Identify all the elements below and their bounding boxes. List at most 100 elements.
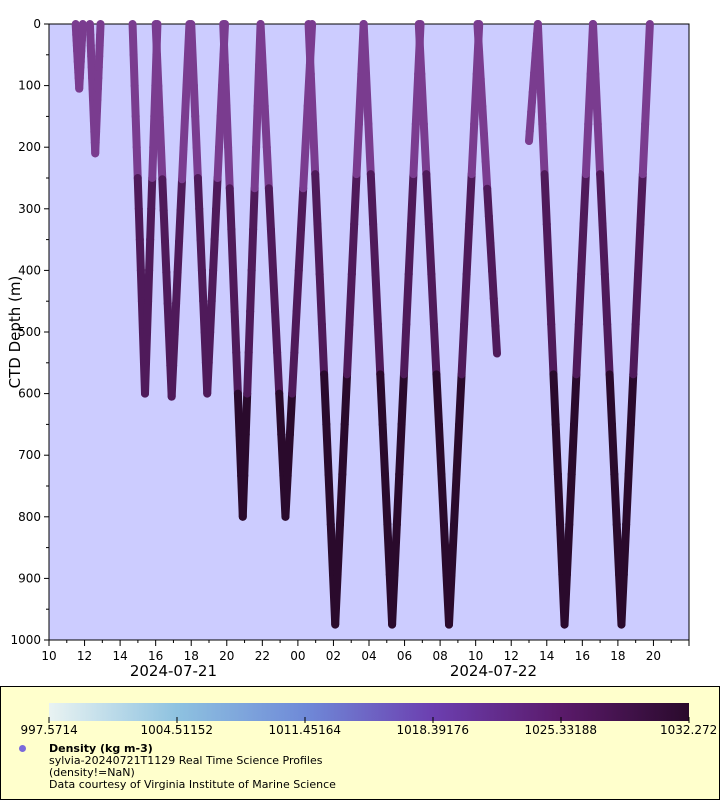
x-tick-label: 04 [361, 649, 376, 663]
profile-segment [489, 294, 500, 331]
profile-segment [232, 348, 242, 398]
colorbar-gradient [49, 703, 689, 721]
profile-segment [390, 520, 401, 579]
profile-segment [562, 520, 574, 579]
y-tick-label: 200 [18, 140, 41, 154]
profile-segment [343, 320, 354, 379]
profile-segment [182, 51, 192, 91]
profile-segment [193, 174, 204, 213]
profile-segment [170, 299, 181, 339]
profile-segment [397, 370, 408, 429]
profile-12 [525, 20, 597, 629]
y-axis-title: CTD Depth (m) [6, 276, 24, 389]
profile-segment [285, 389, 297, 439]
profile-segment [452, 420, 464, 479]
profile-segment [176, 175, 187, 215]
profile-segment [240, 430, 250, 480]
profile-segment [577, 220, 588, 279]
profile-segment [192, 143, 202, 182]
profile-11 [473, 20, 501, 358]
profile-segment [136, 266, 146, 306]
profile-segment [547, 320, 558, 379]
x-tick-label: 10 [468, 649, 483, 663]
profile-segment [169, 330, 179, 370]
profile-segment [209, 235, 219, 275]
profile-segment [153, 51, 163, 91]
profile-segment [378, 420, 389, 479]
profile-segment [292, 266, 303, 316]
profile-segment [178, 144, 188, 184]
profile-segment [478, 102, 488, 138]
x-tick-label: 22 [255, 649, 270, 663]
profile-segment [132, 143, 142, 182]
profile-segment [294, 225, 305, 275]
profile-segment [203, 358, 213, 398]
x-tick-label: 18 [610, 649, 625, 663]
profile-segment [549, 370, 560, 429]
profile-segment [574, 270, 586, 329]
profile-segment [131, 112, 141, 152]
profile-segment [326, 520, 337, 579]
profile-segment [260, 102, 271, 152]
profile-segment [313, 220, 324, 279]
profile-segment [419, 120, 431, 179]
profile-segment [167, 361, 178, 401]
profile-segment [306, 70, 317, 129]
profile-segment [146, 204, 156, 244]
profile-segment [424, 220, 436, 279]
profile-segment [488, 267, 498, 303]
y-tick-label: 1000 [10, 633, 41, 647]
x-tick-label: 12 [504, 649, 519, 663]
profile-segment [600, 270, 612, 329]
profile-segment [224, 143, 234, 193]
profile-segment [545, 270, 556, 329]
profile-segment [154, 82, 164, 122]
x-tick-label: 14 [112, 649, 127, 663]
profile-2 [85, 20, 105, 158]
profile-segment [196, 235, 206, 275]
profile-segment [322, 420, 333, 479]
profile-segment [173, 237, 184, 277]
profile-segment [317, 320, 329, 379]
profile-segment [195, 204, 205, 244]
profile-segment [243, 348, 253, 398]
x-tick-label: 14 [539, 649, 554, 663]
profile-segment [213, 143, 224, 182]
profile-segment [309, 120, 320, 179]
profile-segment [591, 70, 602, 129]
profile-segment [553, 470, 565, 529]
profile-segment [538, 120, 549, 179]
profile-segment [162, 268, 172, 308]
profile-segment [486, 239, 497, 276]
profile-segment [350, 170, 361, 229]
profile-segment [624, 420, 635, 479]
colorbar-tick-label: 997.5714 [20, 723, 78, 737]
profile-segment [264, 184, 275, 234]
profile-segment [437, 470, 448, 529]
profile-segment [199, 297, 209, 336]
colorbar-tick-label: 1032.272 [660, 723, 718, 737]
profile-segment [395, 420, 406, 479]
profile-segment [206, 297, 216, 336]
profile-segment [593, 120, 605, 179]
profile-segment [172, 268, 182, 308]
profile-segment [333, 520, 344, 579]
x-tick-label: 10 [41, 649, 56, 663]
profile-segment [404, 220, 416, 279]
profile-9 [359, 20, 425, 629]
profile-segment [157, 144, 167, 184]
profile-segment [137, 297, 147, 336]
profile-segment [598, 220, 609, 279]
profile-segment [345, 270, 356, 329]
profile-segment [572, 320, 583, 379]
profile-segment [457, 320, 469, 379]
profile-segment [481, 157, 492, 193]
profile-segment [560, 570, 571, 629]
legend-variable: Density (kg m-3) [49, 742, 153, 755]
profile-segment [581, 120, 593, 179]
profile-segment [407, 170, 418, 229]
profile-segment [445, 570, 456, 629]
profile-segment [247, 225, 258, 275]
colorbar-tick-label: 1011.45164 [268, 723, 342, 737]
